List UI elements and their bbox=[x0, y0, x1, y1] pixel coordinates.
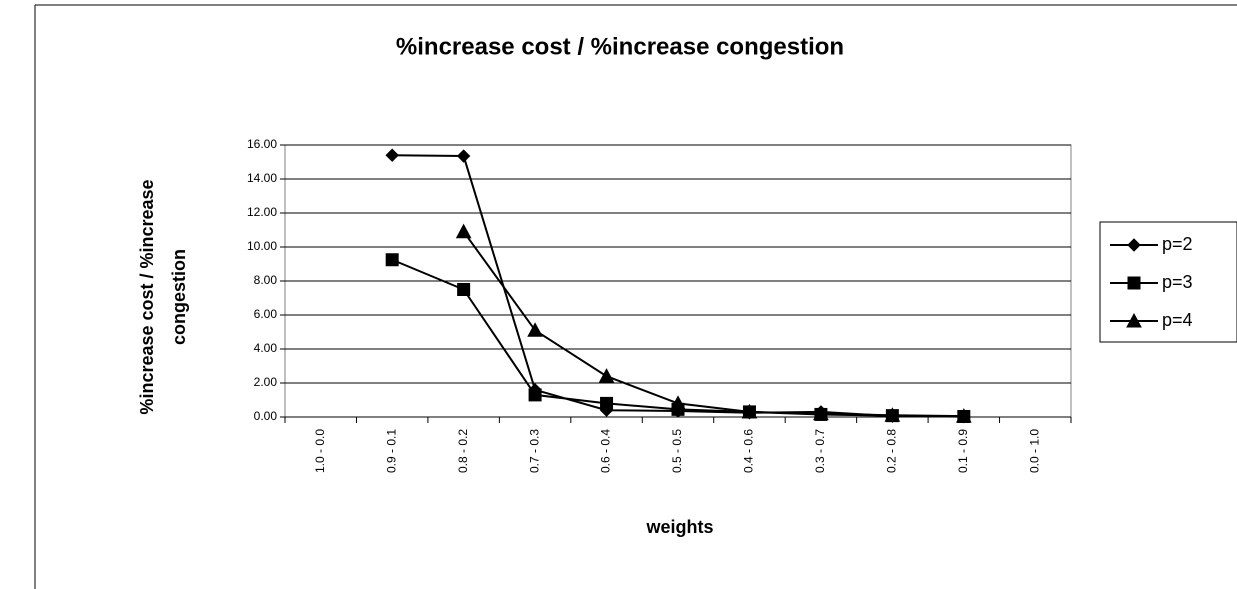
legend-marker bbox=[1126, 312, 1142, 328]
marker bbox=[598, 368, 615, 383]
y-axis-label: %increase cost / %increase bbox=[137, 179, 157, 414]
y-tick-label: 2.00 bbox=[254, 375, 278, 389]
x-tick-label: 1.0 - 0.0 bbox=[313, 429, 327, 473]
marker bbox=[527, 322, 543, 337]
x-tick-label: 0.2 - 0.8 bbox=[885, 429, 899, 473]
x-tick-label: 0.1 - 0.9 bbox=[956, 429, 970, 473]
marker bbox=[455, 223, 472, 239]
legend-label: p=3 bbox=[1162, 272, 1193, 292]
x-tick-label: 0.4 - 0.6 bbox=[742, 429, 756, 473]
marker bbox=[457, 283, 471, 296]
y-tick-label: 0.00 bbox=[254, 409, 278, 423]
marker bbox=[813, 405, 829, 421]
legend-label: p=4 bbox=[1162, 310, 1193, 330]
y-tick-label: 16.00 bbox=[247, 137, 277, 151]
x-tick-label: 0.5 - 0.5 bbox=[670, 429, 684, 473]
marker bbox=[955, 408, 972, 423]
x-tick-label: 0.0 - 1.0 bbox=[1027, 429, 1041, 473]
marker bbox=[670, 395, 686, 410]
marker bbox=[884, 407, 901, 422]
marker bbox=[600, 396, 614, 410]
marker bbox=[741, 403, 758, 419]
legend-marker bbox=[1127, 276, 1141, 290]
x-tick-label: 0.7 - 0.3 bbox=[527, 429, 541, 473]
marker bbox=[385, 148, 399, 162]
marker bbox=[385, 253, 399, 267]
marker bbox=[528, 388, 542, 402]
legend-label: p=2 bbox=[1162, 234, 1193, 254]
legend-marker bbox=[1127, 238, 1141, 252]
x-tick-label: 0.9 - 0.1 bbox=[384, 429, 398, 473]
x-tick-label: 0.8 - 0.2 bbox=[456, 429, 470, 473]
marker bbox=[456, 149, 471, 163]
chart-title: %increase cost / %increase congestion bbox=[396, 33, 844, 60]
series-line bbox=[462, 231, 964, 418]
y-tick-label: 14.00 bbox=[247, 171, 277, 185]
y-axis-label: congestion bbox=[169, 249, 189, 345]
y-tick-label: 12.00 bbox=[247, 205, 277, 219]
y-tick-label: 6.00 bbox=[254, 307, 278, 321]
y-tick-label: 8.00 bbox=[254, 273, 278, 287]
x-tick-label: 0.6 - 0.4 bbox=[599, 429, 613, 473]
y-tick-label: 4.00 bbox=[254, 341, 278, 355]
x-tick-label: 0.3 - 0.7 bbox=[813, 429, 827, 473]
y-tick-label: 10.00 bbox=[247, 239, 277, 253]
x-axis-label: weights bbox=[645, 517, 713, 537]
